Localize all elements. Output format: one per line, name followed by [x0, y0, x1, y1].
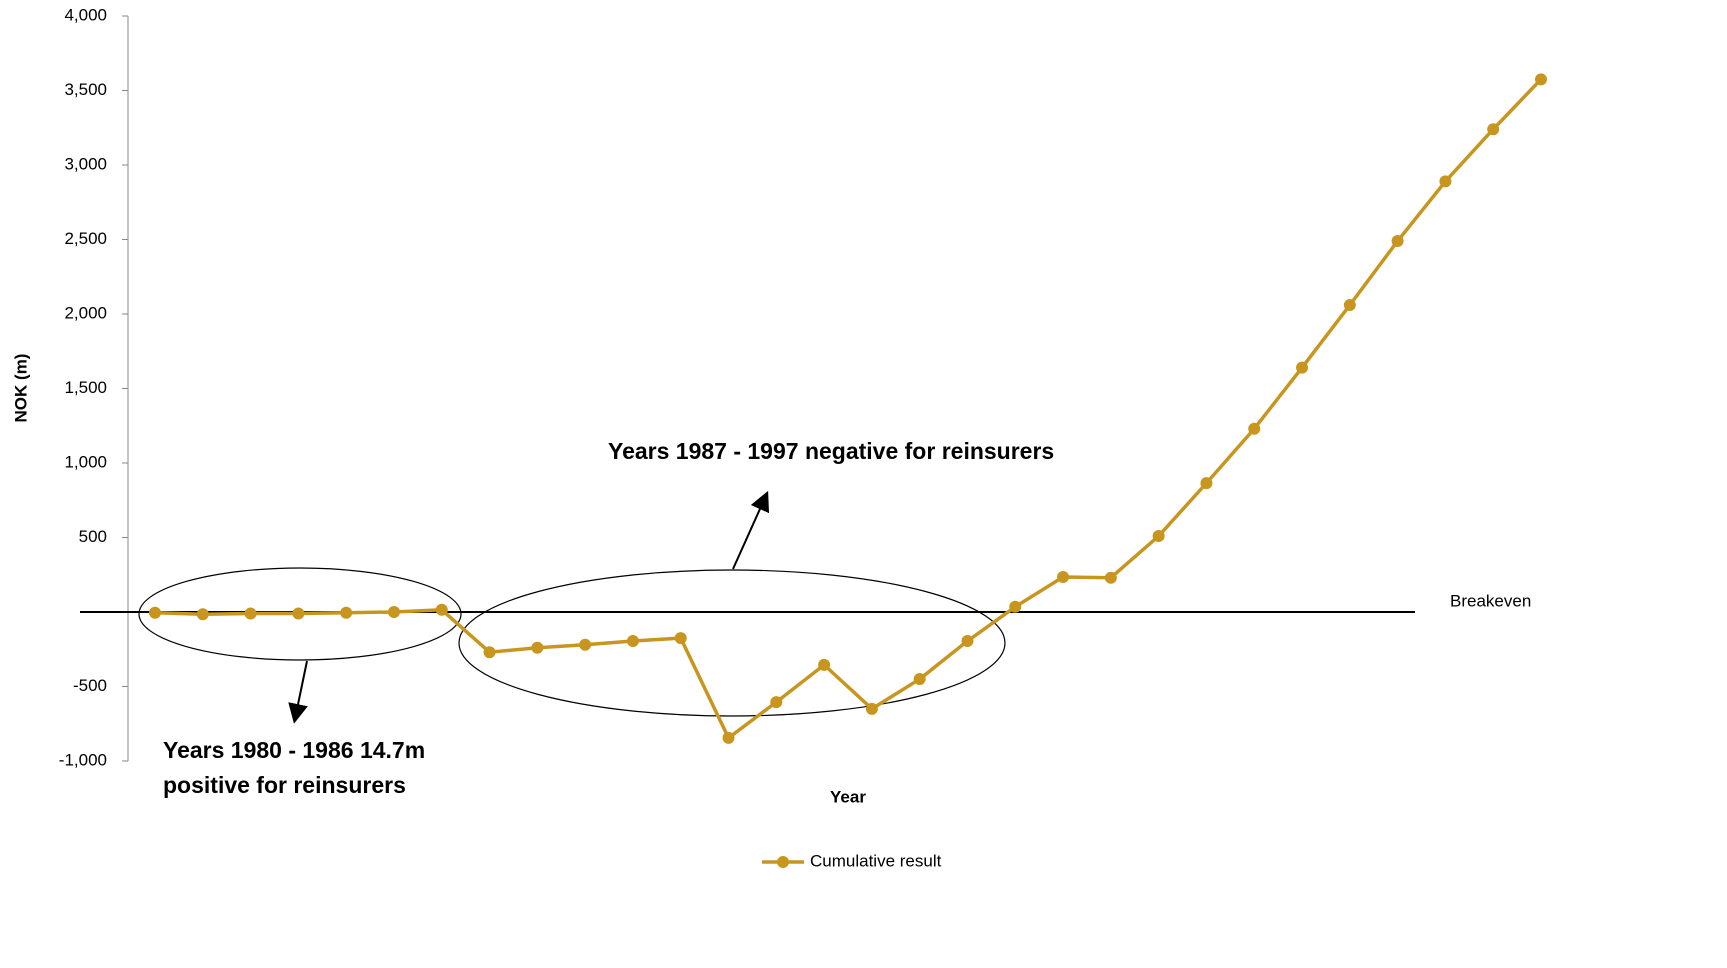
highlight-ellipse — [138, 567, 462, 661]
annotation-arrow — [288, 660, 308, 724]
data-point — [1104, 571, 1117, 584]
data-point — [1535, 73, 1547, 86]
y-tick-label: 2,000 — [64, 303, 107, 322]
y-tick-label: 1,500 — [64, 378, 107, 397]
data-point — [913, 673, 926, 686]
data-point — [865, 702, 878, 715]
y-tick-label: 3,500 — [64, 80, 107, 99]
data-point — [387, 606, 400, 618]
data-point — [1057, 570, 1070, 583]
data-point — [1248, 422, 1261, 435]
data-point — [961, 635, 974, 648]
annotation: Years 1980 - 1986 14.7m — [163, 737, 425, 763]
annotation: Years 1987 - 1997 negative for reinsurer… — [608, 438, 1054, 464]
data-point — [579, 638, 592, 651]
data-point — [244, 607, 257, 620]
y-tick-label: 3,000 — [64, 154, 107, 173]
legend-label: Cumulative result — [810, 851, 942, 870]
annotation: positive for reinsurers — [163, 772, 406, 798]
y-tick-label: -1,000 — [59, 750, 107, 769]
data-point — [483, 646, 496, 659]
data-point — [674, 632, 687, 645]
legend-swatch — [777, 856, 789, 868]
data-point — [1343, 299, 1356, 312]
x-axis-title: Year — [830, 787, 866, 806]
reference-label: Breakeven — [1450, 591, 1531, 610]
data-point — [626, 635, 639, 648]
y-tick-label: -500 — [73, 676, 107, 695]
data-point — [1391, 234, 1404, 247]
data-point — [1200, 477, 1213, 490]
data-point — [531, 641, 544, 654]
data-point — [722, 731, 735, 744]
data-point — [1152, 530, 1165, 543]
data-point — [149, 606, 161, 619]
data-point — [292, 607, 305, 620]
highlight-ellipse — [458, 569, 1006, 717]
data-point — [340, 606, 353, 619]
data-point — [1296, 361, 1309, 374]
y-tick-label: 500 — [79, 527, 107, 546]
data-point — [1009, 600, 1022, 613]
annotation-arrow — [732, 490, 770, 570]
data-point — [1439, 175, 1452, 188]
data-point — [1487, 123, 1500, 136]
y-tick-label: 4,000 — [64, 5, 107, 24]
series-line — [154, 78, 1543, 741]
y-tick-label: - — [101, 601, 107, 620]
y-axis-title: NOK (m) — [11, 354, 30, 423]
data-point — [770, 696, 783, 709]
data-point — [818, 658, 831, 671]
y-tick-label: 1,000 — [64, 452, 107, 471]
y-tick-label: 2,500 — [64, 229, 107, 248]
data-point — [435, 603, 448, 616]
data-point — [196, 608, 209, 621]
